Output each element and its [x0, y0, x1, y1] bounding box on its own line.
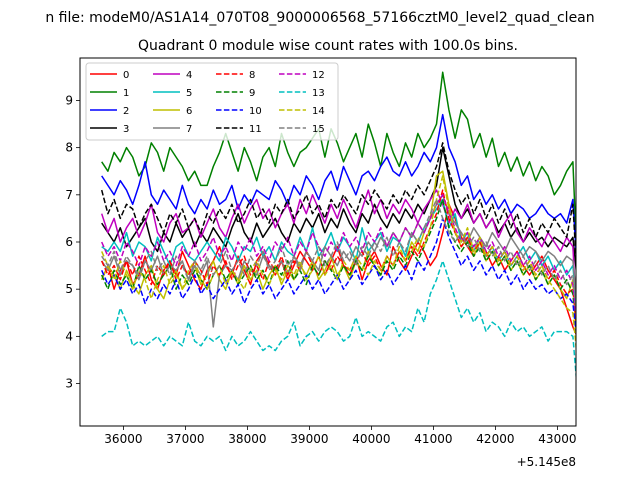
y-axis: 3 4 5 6 7 8 9 — [65, 93, 80, 391]
y-tick-label: 4 — [65, 329, 73, 343]
legend-label-8: 8 — [249, 70, 255, 81]
x-tick-label: 38000 — [228, 432, 266, 446]
series-line-3 — [101, 146, 576, 276]
legend-box — [85, 62, 339, 141]
series-line-2 — [101, 113, 576, 264]
series-line-10 — [101, 217, 576, 339]
chart-title: Quadrant 0 module wise count rates with … — [138, 38, 518, 54]
x-axis: 36000 37000 38000 39000 40000 41000 42000 43000 — [104, 426, 576, 446]
legend-label-6: 6 — [186, 106, 192, 117]
legend-label-11: 11 — [249, 124, 262, 135]
legend-label-5: 5 — [186, 88, 192, 99]
y-tick-label: 6 — [65, 235, 73, 249]
x-offset-label: +5.145e8 — [517, 455, 576, 469]
legend-label-3: 3 — [123, 124, 129, 135]
series-line-12 — [101, 194, 576, 326]
legend-label-2: 2 — [123, 106, 129, 117]
series-layer — [100, 71, 576, 384]
x-tick-label: 43000 — [538, 432, 576, 446]
series-line-9 — [101, 198, 576, 338]
series-line-15 — [101, 198, 576, 319]
x-tick-label: 41000 — [414, 432, 452, 446]
figure-suptitle: n file: modeM0/AS1A14_070T08_9000006568_… — [45, 10, 594, 26]
legend-label-12: 12 — [312, 70, 325, 81]
y-tick-label: 7 — [65, 188, 73, 202]
legend-label-1: 1 — [123, 88, 129, 99]
x-tick-label: 39000 — [290, 432, 328, 446]
series-line-14 — [101, 175, 576, 354]
legend-label-10: 10 — [249, 106, 262, 117]
legend-label-4: 4 — [186, 70, 192, 81]
legend-label-0: 0 — [123, 70, 129, 81]
legend-label-15: 15 — [312, 124, 325, 135]
x-tick-label: 36000 — [104, 432, 142, 446]
legend-label-14: 14 — [312, 106, 325, 117]
x-tick-label: 37000 — [166, 432, 204, 446]
y-tick-label: 5 — [65, 282, 73, 296]
legend-label-9: 9 — [249, 88, 255, 99]
y-tick-label: 3 — [65, 377, 73, 391]
series-line-7 — [101, 194, 576, 328]
series-line-1 — [101, 71, 576, 256]
x-tick-label: 40000 — [352, 432, 390, 446]
legend-label-13: 13 — [312, 88, 325, 99]
legend-label-7: 7 — [186, 124, 192, 135]
y-tick-label: 8 — [65, 141, 73, 155]
series-line-4 — [100, 189, 576, 323]
y-tick-label: 9 — [65, 93, 73, 107]
series-line-13 — [101, 260, 576, 384]
x-tick-label: 42000 — [476, 432, 514, 446]
